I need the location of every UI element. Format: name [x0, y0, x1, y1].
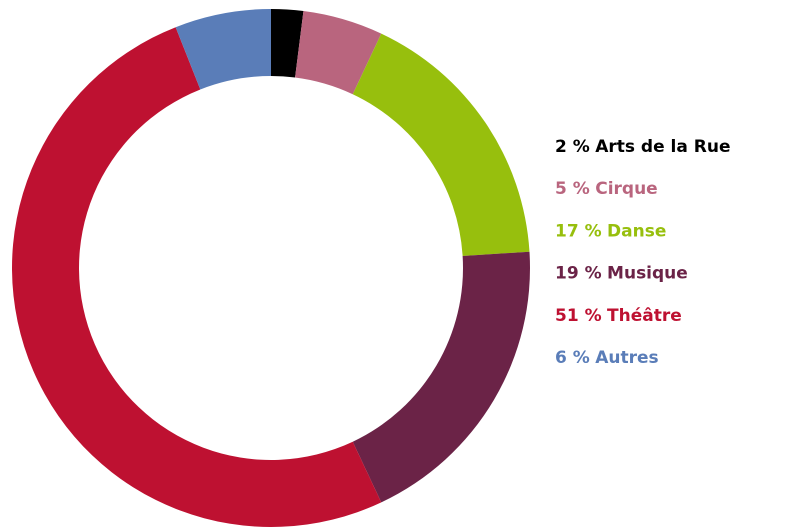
legend-entry: 51 % Théâtre	[555, 306, 682, 326]
legend-entry: 2 % Arts de la Rue	[555, 137, 730, 157]
legend-label: Cirque	[595, 179, 658, 199]
legend-value: 5 %	[555, 179, 590, 199]
legend-value: 6 %	[555, 348, 590, 368]
legend-value: 17 %	[555, 221, 602, 241]
donut-segment	[295, 11, 382, 95]
donut-segment	[175, 9, 271, 90]
legend-value: 2 %	[555, 137, 590, 157]
legend-value: 19 %	[555, 264, 602, 284]
donut-segment	[271, 9, 304, 78]
legend-label: Théâtre	[607, 306, 682, 326]
legend-entry: 5 % Cirque	[555, 179, 658, 199]
donut-segment	[352, 251, 530, 503]
legend-entry: 17 % Danse	[555, 221, 666, 241]
legend-label: Autres	[595, 348, 658, 368]
legend-entry: 6 % Autres	[555, 348, 659, 368]
legend-label: Danse	[607, 221, 666, 241]
donut-segment	[352, 33, 530, 256]
legend-label: Musique	[607, 264, 688, 284]
legend-entry: 19 % Musique	[555, 264, 688, 284]
donut-segment	[12, 27, 382, 527]
legend-value: 51 %	[555, 306, 602, 326]
legend-label: Arts de la Rue	[595, 137, 730, 157]
